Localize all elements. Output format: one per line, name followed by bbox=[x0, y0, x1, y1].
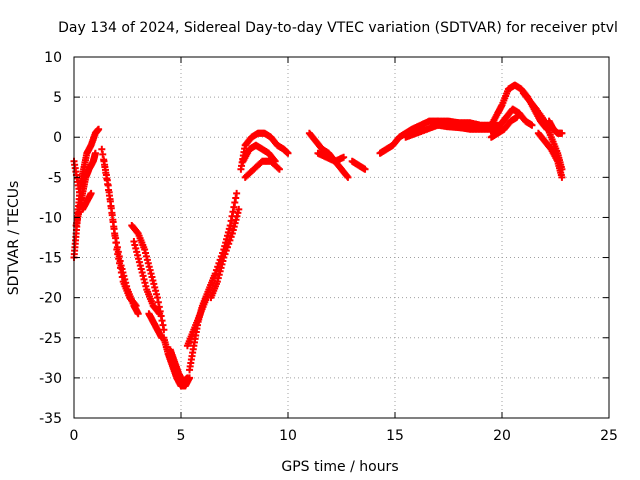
plot-frame bbox=[73, 56, 610, 419]
data-point bbox=[109, 218, 117, 226]
data-point bbox=[160, 326, 168, 334]
grid bbox=[74, 57, 609, 418]
data-point bbox=[106, 197, 114, 205]
data-point bbox=[91, 149, 99, 157]
data-point bbox=[223, 243, 231, 251]
data-point bbox=[513, 113, 521, 121]
data-point bbox=[107, 204, 115, 212]
data-point bbox=[111, 232, 119, 240]
x-axis-label: GPS time / hours bbox=[281, 459, 398, 475]
data-point bbox=[233, 189, 241, 197]
data-point bbox=[221, 250, 229, 258]
data-point bbox=[132, 302, 140, 310]
series-track-3 bbox=[70, 157, 95, 213]
data-point bbox=[226, 236, 234, 244]
data-point bbox=[214, 263, 222, 271]
series-track-10 bbox=[166, 346, 191, 386]
series-track-16 bbox=[241, 157, 283, 181]
y-tick-label: -5 bbox=[48, 170, 62, 186]
data-point bbox=[156, 310, 164, 318]
chart-title: Day 134 of 2024, Sidereal Day-to-day VTE… bbox=[58, 20, 618, 36]
data-point bbox=[284, 149, 292, 157]
x-tick-label: 5 bbox=[177, 428, 186, 444]
data-point bbox=[183, 374, 191, 382]
series-track-1 bbox=[70, 125, 103, 262]
data-point bbox=[558, 173, 566, 181]
series-track-26 bbox=[487, 113, 521, 141]
y-tick-label: 5 bbox=[53, 90, 62, 106]
y-tick-label: -15 bbox=[39, 251, 62, 267]
x-tick-label: 20 bbox=[493, 428, 511, 444]
series-track-19 bbox=[348, 157, 369, 173]
series-track-18 bbox=[314, 149, 348, 165]
data-point bbox=[225, 240, 233, 248]
y-tick-label: 0 bbox=[53, 130, 62, 146]
data-point bbox=[222, 247, 230, 255]
y-tick-label: -35 bbox=[39, 411, 62, 427]
data-point bbox=[212, 266, 220, 274]
data-point bbox=[558, 129, 566, 137]
series-track-8 bbox=[145, 310, 166, 342]
data-point bbox=[528, 121, 536, 129]
series-track-12 bbox=[183, 294, 211, 350]
data-point bbox=[275, 165, 283, 173]
data-point bbox=[211, 270, 219, 278]
series-track-13 bbox=[207, 205, 243, 302]
series-track-21 bbox=[402, 121, 442, 141]
data-point bbox=[340, 153, 348, 161]
series-track-7 bbox=[130, 238, 164, 318]
x-tick-label: 0 bbox=[70, 428, 79, 444]
data-point bbox=[235, 205, 243, 213]
data-point bbox=[227, 233, 235, 241]
data-point bbox=[87, 189, 95, 197]
series-track-5 bbox=[100, 157, 140, 310]
series-track-20 bbox=[376, 117, 442, 157]
y-tick-label: -10 bbox=[39, 210, 62, 226]
series-track-28 bbox=[534, 129, 566, 181]
data-point bbox=[220, 254, 228, 262]
y-axis-label: SDTVAR / TECUs bbox=[6, 181, 22, 296]
x-tick-label: 10 bbox=[279, 428, 297, 444]
data-point bbox=[110, 225, 118, 233]
data-point bbox=[134, 310, 142, 318]
x-tick-label: 25 bbox=[600, 428, 618, 444]
y-tick-label: -30 bbox=[39, 371, 62, 387]
data-point bbox=[108, 211, 116, 219]
data-point bbox=[112, 239, 120, 247]
y-tick-label: -25 bbox=[39, 331, 62, 347]
series-track-29 bbox=[545, 117, 566, 137]
data-point bbox=[95, 125, 103, 133]
data-point bbox=[344, 173, 352, 181]
data-points bbox=[70, 81, 566, 390]
axis-ticks: 0 5 10 15 20 25 10 5 0 -5 -10 -15 -20 -25 -30 -35 bbox=[39, 50, 618, 444]
series-track-6 bbox=[128, 221, 168, 334]
data-point bbox=[274, 164, 282, 172]
x-tick-label: 15 bbox=[386, 428, 404, 444]
series-track-2 bbox=[72, 149, 99, 229]
y-tick-label: 10 bbox=[44, 50, 62, 66]
data-point bbox=[361, 165, 369, 173]
y-tick-label: -20 bbox=[39, 291, 62, 307]
